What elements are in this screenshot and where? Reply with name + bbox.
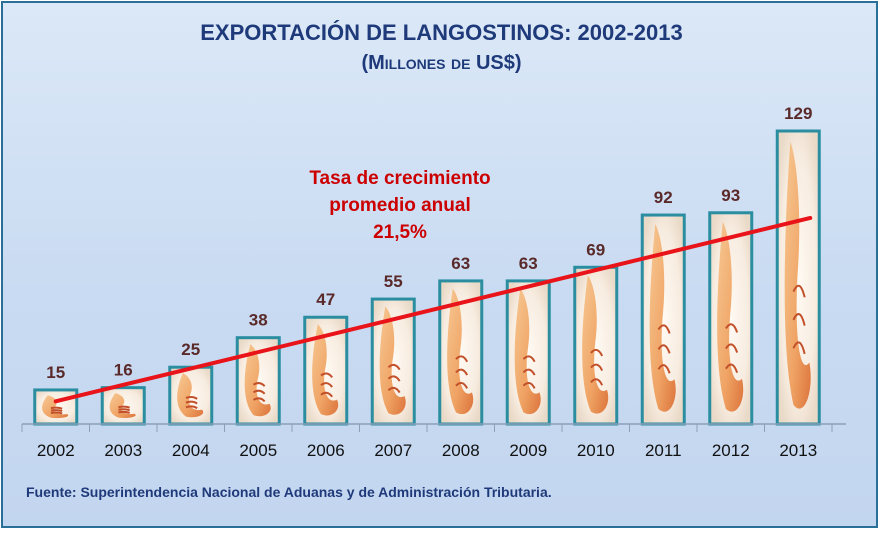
annotation-line-3: 21,5%: [373, 222, 427, 243]
shrimp-segment: [657, 344, 671, 354]
shrimp-segment: [387, 386, 401, 394]
shrimp-segment: [50, 411, 63, 415]
x-tick-label: 2009: [509, 441, 547, 460]
x-tick-label: 2004: [172, 441, 210, 460]
shrimp-icon: [42, 395, 69, 419]
shrimp-segment: [185, 405, 198, 410]
shrimp-segment: [590, 348, 604, 357]
bar-value-label: 55: [384, 272, 403, 291]
shrimp-segment: [320, 391, 333, 398]
shrimp-segment: [50, 409, 63, 413]
x-tick-label: 2005: [239, 441, 277, 460]
shrimp-segment: [657, 324, 671, 334]
trend-line: [53, 215, 813, 404]
shrimp-segment: [522, 368, 536, 376]
shrimp-segment: [185, 400, 198, 405]
bar-value-label: 63: [451, 254, 470, 273]
x-tick-label: 2012: [712, 441, 750, 460]
shrimp-icon: [514, 288, 541, 415]
shrimp-icon: [177, 373, 204, 418]
shrimp-segment: [590, 378, 604, 386]
bar-value-label: 69: [586, 240, 605, 259]
bar-2009: 63: [505, 254, 551, 426]
shrimp-segment: [320, 382, 333, 388]
shrimp-segment: [455, 368, 469, 376]
shrimp-icon: [717, 221, 744, 412]
bar-2007: 55: [370, 272, 416, 426]
shrimp-segment: [387, 363, 401, 371]
x-tick-label: 2013: [779, 441, 817, 460]
shrimp-icon: [447, 288, 474, 415]
bar-value-label: 63: [519, 254, 538, 273]
trend-group: [53, 215, 813, 404]
x-tick-label: 2003: [104, 441, 142, 460]
annotation-line-2: promedio anual: [329, 195, 471, 216]
shrimp-segment: [118, 408, 131, 412]
shrimp-segment: [455, 381, 469, 389]
bar-value-label: 16: [114, 361, 133, 380]
bar-value-label: 47: [316, 290, 335, 309]
shrimp-segment: [118, 410, 131, 414]
shrimp-segment: [50, 406, 63, 410]
source-note: Fuente: Superintendencia Nacional de Adu…: [26, 484, 552, 500]
shrimp-segment: [185, 395, 198, 400]
bar-2005: 38: [235, 311, 281, 426]
shrimp-icon: [784, 141, 811, 409]
shrimp-segment: [725, 343, 739, 353]
bar-2010: 69: [573, 240, 619, 426]
shrimp-segment: [792, 284, 806, 298]
bar-2004: 25: [168, 340, 214, 426]
shrimp-segment: [657, 364, 671, 374]
shrimp-segment: [252, 397, 266, 403]
shrimp-icon: [244, 344, 271, 417]
shrimp-icon: [109, 393, 136, 419]
bar-2013: 129: [775, 104, 821, 426]
x-ticks-group: 2002 2003 2004 2005 2006 2007 2008 2009 2010 2011…: [21, 424, 833, 460]
bar-value-label: 93: [721, 186, 740, 205]
chart-title: EXPORTACIÓN DE LANGOSTINOS: 2002-2013: [200, 20, 683, 45]
chart-subtitle: (Millones de US$): [361, 52, 522, 74]
shrimp-segment: [455, 355, 469, 363]
x-tick-label: 2006: [307, 441, 345, 460]
bar-2011: 92: [640, 188, 686, 426]
shrimp-segment: [522, 355, 536, 363]
bar-2003: 16: [100, 361, 146, 426]
bar-2012: 93: [708, 186, 754, 426]
bar-value-label: 15: [46, 363, 65, 382]
x-tick-label: 2008: [442, 441, 480, 460]
shrimp-segment: [320, 372, 333, 379]
bar-2008: 63: [438, 254, 484, 426]
shrimp-segment: [590, 363, 604, 372]
x-tick-label: 2002: [37, 441, 75, 460]
shrimp-icon: [312, 324, 339, 416]
shrimp-segment: [387, 375, 401, 382]
shrimp-segment: [252, 382, 266, 387]
x-tick-label: 2011: [645, 441, 682, 460]
shrimp-segment: [522, 381, 536, 389]
bar-2006: 47: [303, 290, 349, 426]
bar-2002: 15: [33, 363, 79, 426]
shrimp-icon: [649, 224, 676, 412]
bar-value-label: 25: [181, 340, 200, 359]
shrimp-segment: [725, 363, 739, 374]
shrimp-segment: [118, 405, 131, 409]
shrimp-icon: [582, 275, 609, 414]
shrimp-segment: [792, 341, 806, 355]
bar-value-label: 92: [654, 188, 673, 207]
bar-value-label: 129: [784, 104, 812, 123]
bar-value-label: 38: [249, 311, 268, 330]
annotation-line-1: Tasa de crecimiento: [309, 168, 491, 189]
shrimp-segment: [252, 389, 266, 395]
growth-annotation: Tasa de crecimiento promedio anual 21,5%: [280, 165, 520, 246]
shrimp-segment: [792, 313, 806, 326]
x-tick-label: 2010: [577, 441, 615, 460]
shrimp-icon: [379, 306, 406, 415]
x-tick-label: 2007: [374, 441, 412, 460]
shrimp-segment: [725, 323, 739, 333]
